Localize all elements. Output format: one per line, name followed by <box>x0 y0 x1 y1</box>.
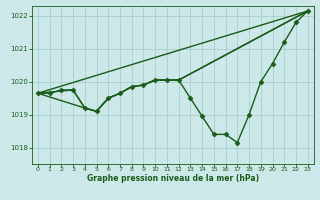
X-axis label: Graphe pression niveau de la mer (hPa): Graphe pression niveau de la mer (hPa) <box>87 174 259 183</box>
